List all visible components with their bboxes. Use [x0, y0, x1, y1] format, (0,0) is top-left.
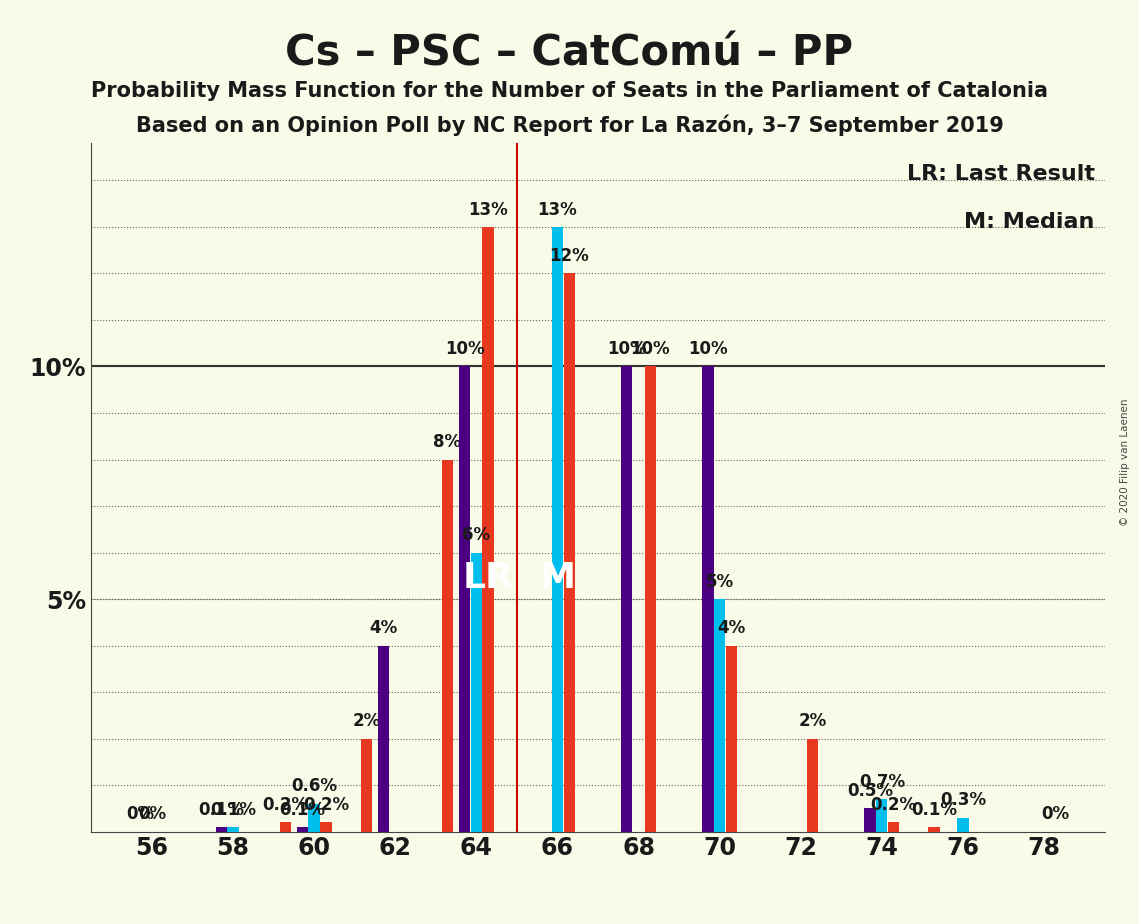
Text: 13%: 13%	[538, 201, 577, 219]
Text: M: M	[540, 561, 575, 595]
Bar	[228, 827, 239, 832]
Text: Cs – PSC – CatComú – PP: Cs – PSC – CatComú – PP	[286, 32, 853, 74]
Text: 6%: 6%	[462, 526, 491, 544]
Text: 4%: 4%	[718, 619, 746, 638]
Bar	[470, 553, 482, 832]
Text: LR: Last Result: LR: Last Result	[907, 164, 1095, 184]
Text: 0.3%: 0.3%	[940, 791, 986, 809]
Text: 0.1%: 0.1%	[911, 800, 957, 819]
Text: 0.2%: 0.2%	[870, 796, 917, 814]
Bar	[806, 738, 818, 832]
Bar	[215, 827, 227, 832]
Bar	[442, 459, 453, 832]
Bar	[280, 822, 292, 832]
Text: 10%: 10%	[607, 340, 647, 359]
Text: 0%: 0%	[138, 805, 166, 823]
Bar	[865, 808, 876, 832]
Bar	[459, 367, 470, 832]
Text: 0.7%: 0.7%	[859, 772, 904, 791]
Bar	[309, 804, 320, 832]
Bar	[483, 227, 494, 832]
Bar	[551, 227, 563, 832]
Bar	[888, 822, 900, 832]
Bar	[645, 367, 656, 832]
Text: 10%: 10%	[631, 340, 670, 359]
Text: 10%: 10%	[688, 340, 728, 359]
Bar	[320, 822, 331, 832]
Text: 10%: 10%	[444, 340, 484, 359]
Bar	[296, 827, 308, 832]
Text: 13%: 13%	[468, 201, 508, 219]
Text: 4%: 4%	[369, 619, 398, 638]
Text: 0.1%: 0.1%	[210, 800, 256, 819]
Text: LR: LR	[462, 561, 514, 595]
Text: 0.2%: 0.2%	[262, 796, 309, 814]
Text: © 2020 Filip van Laenen: © 2020 Filip van Laenen	[1121, 398, 1130, 526]
Bar	[928, 827, 940, 832]
Text: 0.6%: 0.6%	[292, 777, 337, 796]
Bar	[564, 274, 575, 832]
Text: 0%: 0%	[126, 805, 154, 823]
Bar	[361, 738, 372, 832]
Text: 12%: 12%	[549, 247, 589, 265]
Text: 2%: 2%	[352, 712, 380, 730]
Bar	[702, 367, 713, 832]
Text: 0.5%: 0.5%	[847, 782, 893, 800]
Text: Probability Mass Function for the Number of Seats in the Parliament of Catalonia: Probability Mass Function for the Number…	[91, 81, 1048, 102]
Text: Based on an Opinion Poll by NC Report for La Razón, 3–7 September 2019: Based on an Opinion Poll by NC Report fo…	[136, 115, 1003, 136]
Text: 0.1%: 0.1%	[198, 800, 244, 819]
Bar	[957, 818, 968, 832]
Text: 8%: 8%	[434, 433, 461, 451]
Bar	[726, 646, 737, 832]
Text: 0.1%: 0.1%	[279, 800, 326, 819]
Text: 2%: 2%	[798, 712, 827, 730]
Text: 0%: 0%	[1042, 805, 1070, 823]
Text: 5%: 5%	[705, 573, 734, 590]
Text: M: Median: M: Median	[965, 213, 1095, 232]
Bar	[714, 599, 726, 832]
Bar	[378, 646, 390, 832]
Bar	[876, 799, 887, 832]
Bar	[621, 367, 632, 832]
Text: 0.2%: 0.2%	[303, 796, 349, 814]
